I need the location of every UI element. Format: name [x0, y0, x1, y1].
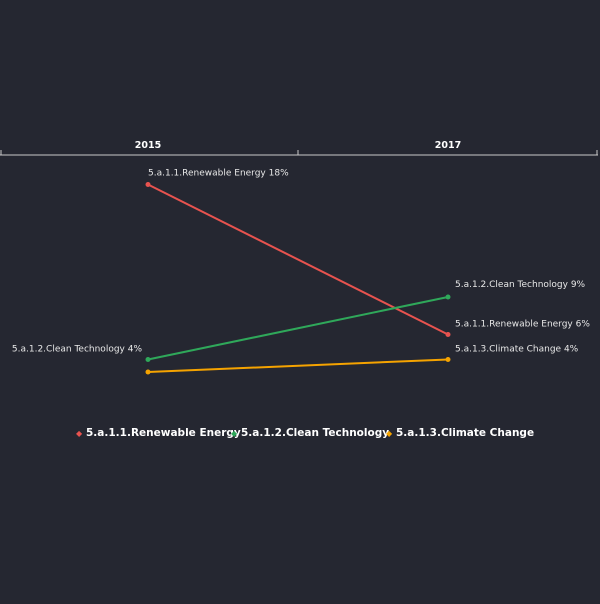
legend-label-5-a-1-1-renewable-energy: 5.a.1.1.Renewable Energy — [86, 427, 241, 439]
year-label-2015: 2015 — [135, 140, 161, 151]
data-label-5-a-1-1-renewable-energy-2017: 5.a.1.1.Renewable Energy 6% — [455, 320, 590, 330]
legend-label-5-a-1-3-climate-change: 5.a.1.3.Climate Change — [396, 427, 534, 439]
series-line-5-a-1-2-clean-technology — [147, 296, 449, 361]
data-point-5-a-1-1-renewable-energy-2017[interactable] — [445, 332, 451, 337]
year-label-2017: 2017 — [435, 140, 461, 151]
data-point-5-a-1-3-climate-change-2015[interactable] — [145, 369, 151, 375]
series-line-5-a-1-1-renewable-energy — [147, 183, 449, 336]
data-point-5-a-1-2-clean-technology-2015[interactable] — [145, 357, 151, 362]
legend-item-5-a-1-3-climate-change[interactable]: ◆ 5.a.1.3.Climate Change — [386, 427, 534, 439]
data-label-5-a-1-2-clean-technology-2017: 5.a.1.2.Clean Technology 9% — [455, 280, 586, 290]
data-point-5-a-1-3-climate-change-2017[interactable] — [445, 357, 451, 362]
legend-label-5-a-1-2-clean-technology: 5.a.1.2.Clean Technology — [241, 427, 389, 439]
legend-marker-icon: ◆ — [76, 429, 83, 438]
legend: ◆ 5.a.1.1.Renewable Energy◆ 5.a.1.2.Clean … — [76, 427, 534, 439]
data-label-5-a-1-1-renewable-energy-2015: 5.a.1.1.Renewable Energy 18% — [148, 169, 289, 179]
series-line-5-a-1-3-climate-change — [147, 358, 449, 373]
series-layer — [145, 182, 451, 375]
data-label-5-a-1-3-climate-change-2017: 5.a.1.3.Climate Change 4% — [455, 345, 579, 355]
legend-marker-icon: ◆ — [386, 429, 393, 438]
label-layer: 5.a.1.1.Renewable Energy 18% 5.a.1.1.Rene… — [12, 169, 590, 355]
legend-marker-icon: ◆ — [231, 429, 238, 438]
data-point-5-a-1-1-renewable-energy-2015[interactable] — [145, 182, 151, 187]
axis-layer: 2015 2017 — [0, 140, 598, 156]
legend-item-5-a-1-2-clean-technology[interactable]: ◆ 5.a.1.2.Clean Technology — [231, 427, 389, 439]
data-point-5-a-1-2-clean-technology-2017[interactable] — [445, 294, 451, 300]
legend-item-5-a-1-1-renewable-energy[interactable]: ◆ 5.a.1.1.Renewable Energy — [76, 427, 241, 439]
data-label-5-a-1-2-clean-technology-2015: 5.a.1.2.Clean Technology 4% — [12, 345, 143, 355]
